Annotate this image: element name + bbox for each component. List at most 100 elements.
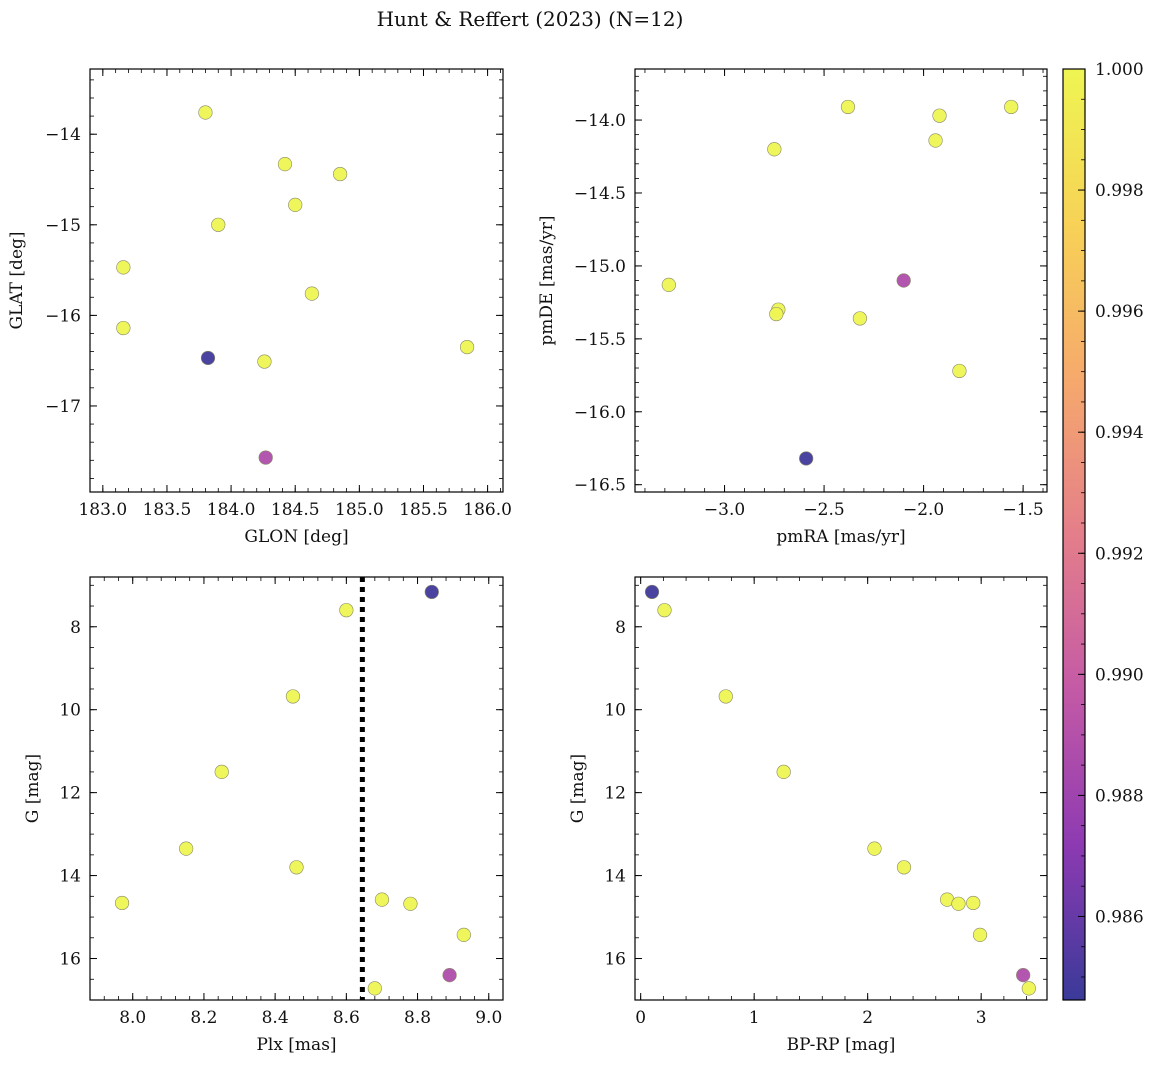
x-tick-label: 1: [749, 1008, 760, 1028]
scatter-point: [1004, 99, 1019, 115]
x-tick-label: −3.0: [704, 500, 745, 520]
axes-frame: [634, 576, 1048, 1001]
y-tick-label: −16: [45, 306, 81, 326]
x-axis-label: Plx [mas]: [256, 1035, 336, 1055]
scatter-point: [867, 841, 882, 856]
colorbar-tick-label: 0.996: [1095, 302, 1144, 322]
x-axis-label: GLON [deg]: [244, 527, 348, 547]
panel-glon-glat: 183.0 183.5 184.0 184.5 185.0 185.5 186.0 −14 −1…: [7, 68, 512, 547]
scatter-point: [211, 217, 226, 232]
y-tick-label: 16: [604, 950, 626, 970]
scatter-point: [374, 892, 390, 907]
scatter-point: [339, 603, 354, 618]
scatter-points: [661, 99, 1019, 466]
scatter-point: [116, 320, 131, 336]
scatter-point: [214, 764, 229, 780]
panel-pmra-pmde: −3.0 −2.5 −2.0 −1.5 −14.0 −14.5 −15.0 −15.5 −16.…: [537, 68, 1048, 547]
x-tick-label: 186.0: [463, 500, 512, 520]
x-tick-label: 0: [635, 1008, 646, 1028]
colorbar-tick-label: 0.988: [1095, 786, 1144, 806]
colorbar-tick-label: 0.992: [1095, 544, 1144, 564]
y-tick-label: −16.0: [574, 403, 626, 423]
x-tick-label: −2.0: [903, 500, 944, 520]
scatter-point: [799, 451, 814, 466]
scatter-point: [277, 157, 293, 172]
scatter-point: [257, 354, 272, 369]
x-axis-label: pmRA [mas/yr]: [776, 527, 905, 547]
scatter-point: [1021, 981, 1036, 996]
colorbar: 0.986 0.988 0.990 0.992 0.994 0.996 0.998 1.000: [1062, 60, 1144, 1001]
x-tick-label: 184.5: [271, 500, 320, 520]
scatter-point: [661, 277, 676, 292]
y-tick-label: 12: [59, 784, 81, 804]
colorbar-tick-label: 0.994: [1095, 423, 1144, 443]
scatter-point: [932, 108, 947, 123]
x-tick-label: 3: [976, 1008, 987, 1028]
x-axis-label: BP-RP [mag]: [787, 1035, 896, 1055]
scatter-point: [424, 584, 439, 600]
y-tick-label: −15.5: [574, 330, 626, 350]
scatter-point: [718, 689, 733, 704]
scatter-point: [456, 927, 471, 942]
y-axis-label: pmDE [mas/yr]: [537, 215, 557, 345]
scatter-point: [928, 133, 943, 148]
colorbar-tick-label: 0.990: [1095, 665, 1144, 685]
x-tick-label: 8.2: [190, 1008, 217, 1028]
scatter-point: [333, 166, 348, 182]
scatter-point: [767, 142, 782, 157]
scatter-point: [852, 311, 868, 326]
figure-title: Hunt & Reffert (2023) (N=12): [377, 7, 684, 31]
scatter-points: [116, 105, 475, 465]
scatter-point: [776, 764, 791, 780]
y-tick-label: 10: [604, 701, 626, 721]
x-tick-label: 183.5: [143, 500, 192, 520]
scatter-point: [200, 350, 216, 366]
scatter-point: [769, 306, 784, 322]
scatter-point: [403, 896, 418, 911]
x-tick-label: 9.0: [475, 1008, 502, 1028]
scatter-point: [657, 603, 672, 618]
y-tick-label: 10: [59, 701, 81, 721]
x-tick-label: 8.0: [119, 1008, 146, 1028]
scatter-point: [952, 363, 967, 379]
colorbar-tick-label: 0.998: [1095, 181, 1144, 201]
x-tick-label: −2.5: [803, 500, 844, 520]
scatter-point: [459, 339, 475, 355]
scatter-points: [644, 584, 1036, 996]
scatter-point: [951, 896, 966, 911]
x-tick-label: 185.5: [399, 500, 448, 520]
scatter-point: [304, 286, 319, 301]
scatter-point: [258, 450, 273, 465]
axes-frame: [89, 576, 504, 1001]
y-tick-label: 16: [59, 950, 81, 970]
x-tick-label: −1.5: [1002, 500, 1043, 520]
y-tick-label: −14.5: [574, 184, 626, 204]
axes-frame: [89, 68, 504, 493]
colorbar-ticks: 0.986 0.988 0.990 0.992 0.994 0.996 0.998 1.000: [1078, 60, 1144, 978]
scatter-point: [285, 689, 301, 704]
scatter-point: [972, 927, 988, 942]
scatter-point: [367, 981, 382, 996]
scatter-point: [644, 584, 660, 600]
x-tick-label: 8.8: [404, 1008, 431, 1028]
scatter-point: [289, 860, 304, 875]
y-axis-label: GLAT [deg]: [7, 231, 27, 329]
y-tick-label: −15.0: [574, 257, 626, 277]
scatter-point: [288, 197, 303, 212]
y-axis-label: G [mag]: [23, 754, 43, 823]
x-tick-label: 8.6: [333, 1008, 360, 1028]
x-tick-label: 183.0: [78, 500, 127, 520]
y-tick-label: −14: [45, 125, 81, 145]
scatter-point: [116, 260, 131, 275]
colorbar-gradient: [1062, 68, 1086, 1001]
scatter-point: [840, 99, 856, 115]
y-tick-label: 14: [59, 867, 81, 887]
axes-frame: [634, 68, 1048, 493]
scatter-point: [179, 841, 194, 856]
scatter-point: [442, 968, 457, 983]
colorbar-tick-label: 0.986: [1095, 907, 1144, 927]
scatter-point: [966, 895, 981, 911]
panel-plx-g: 8.0 8.2 8.4 8.6 8.8 9.0 8 10 12 14 16 Plx [mas] G [m…: [23, 576, 504, 1055]
